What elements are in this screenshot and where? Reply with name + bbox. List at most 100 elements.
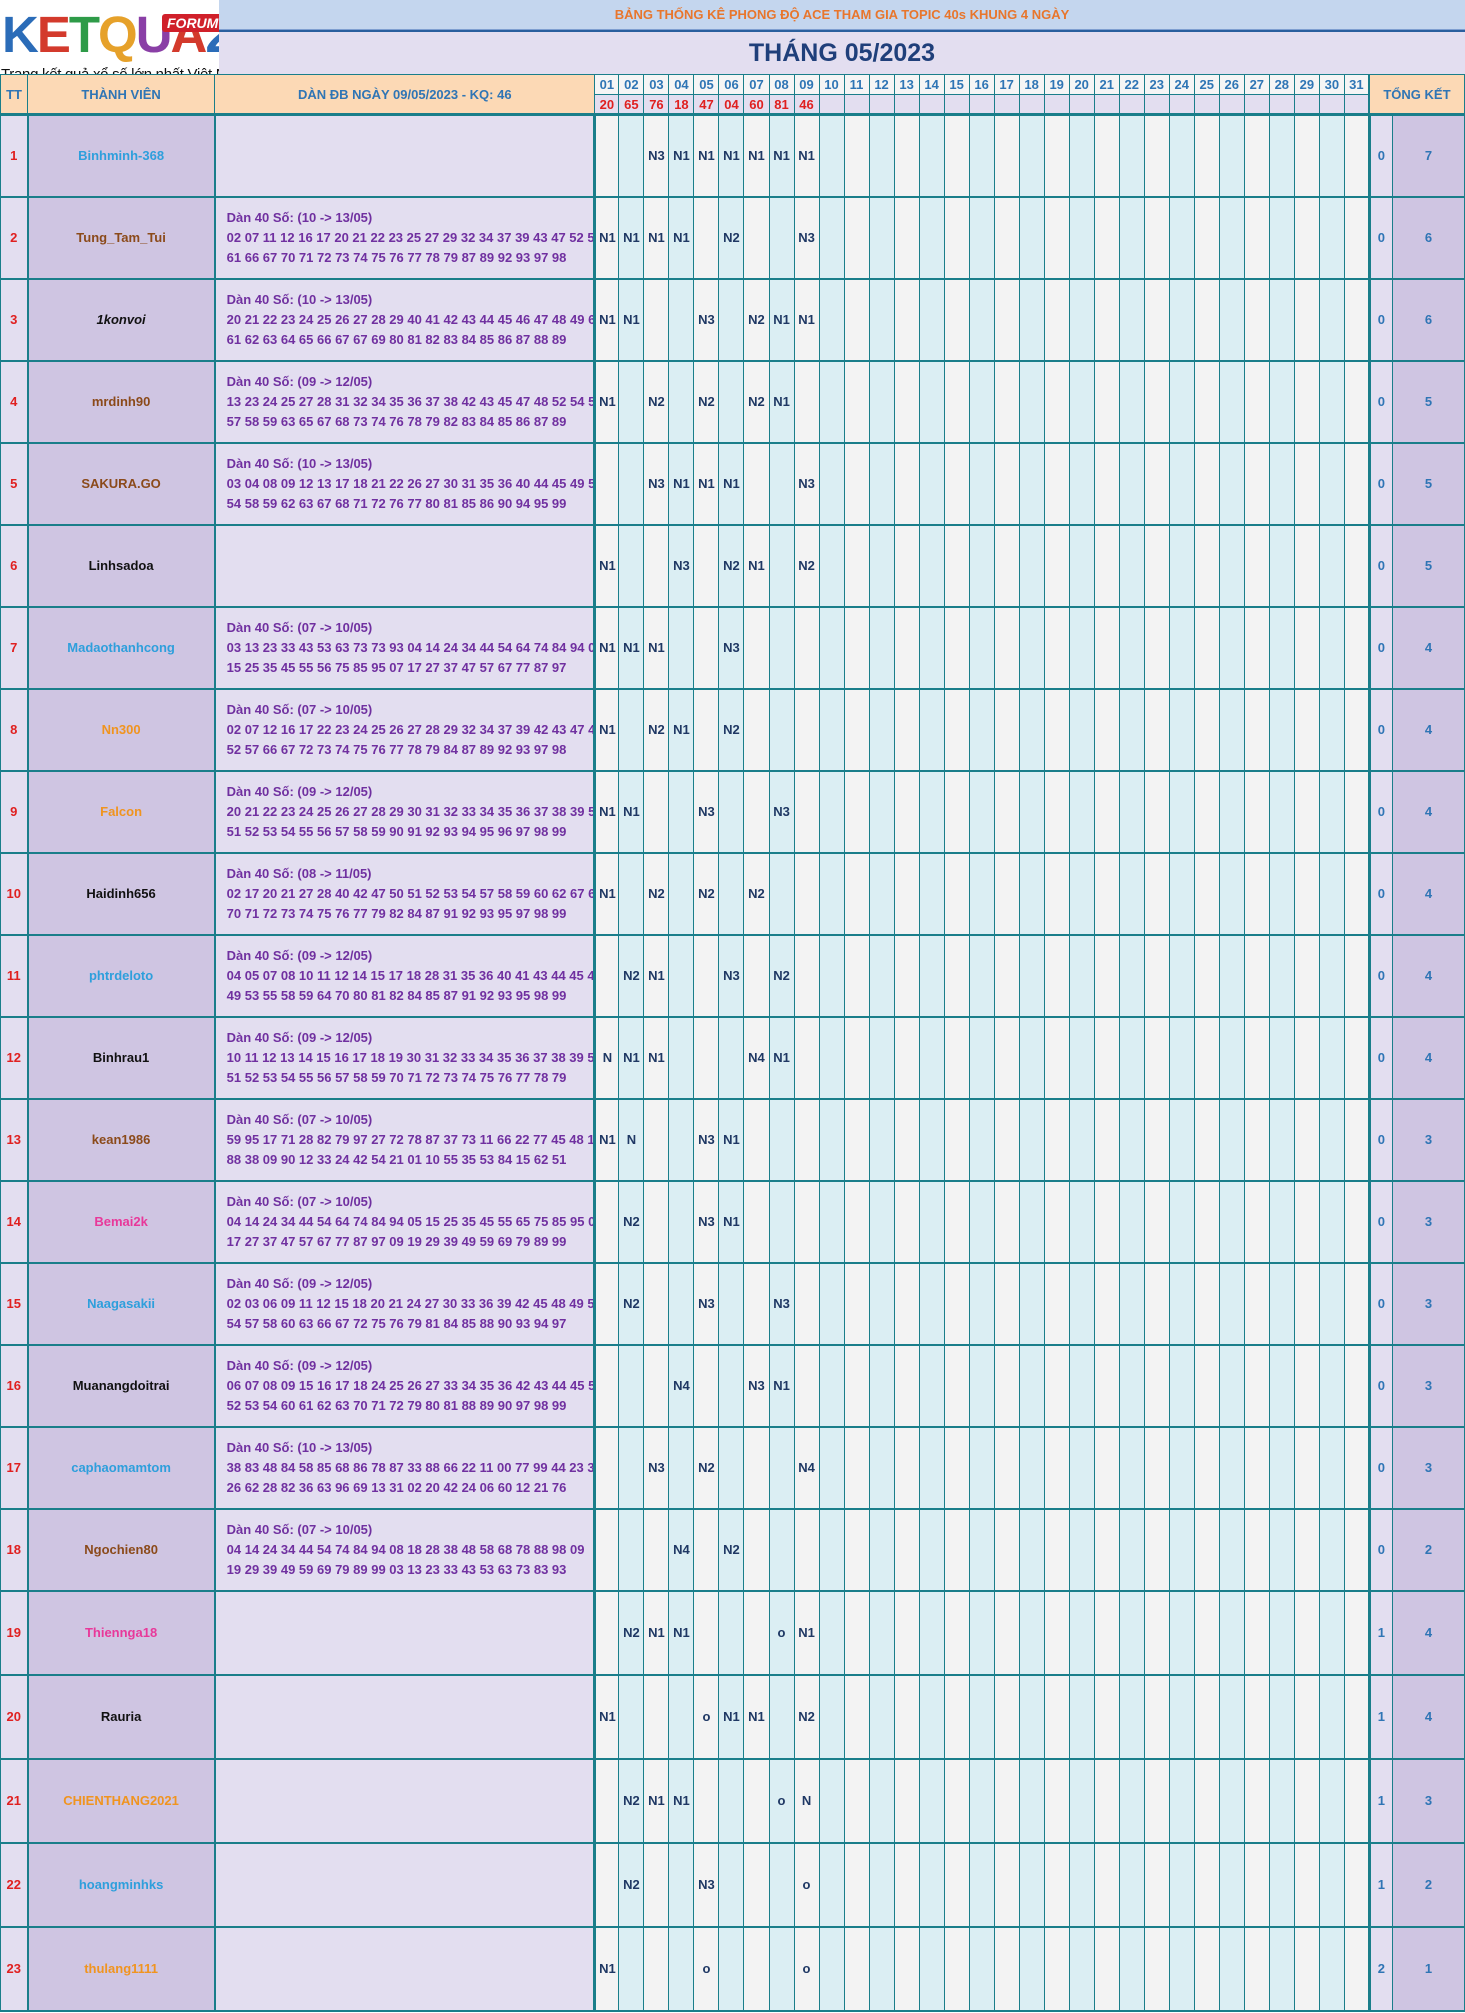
day-mark bbox=[1218, 1508, 1245, 1592]
logo-letter: T bbox=[68, 6, 100, 63]
header-day: 16 bbox=[968, 74, 995, 95]
header-result bbox=[893, 94, 920, 116]
day-mark: N2 bbox=[618, 934, 645, 1018]
day-mark bbox=[918, 1758, 945, 1844]
day-mark bbox=[968, 852, 995, 936]
day-mark bbox=[1118, 1016, 1145, 1100]
table-row: 2 Tung_Tam_Tui Dàn 40 Số: (10 -> 13/05) 02 … bbox=[0, 196, 1465, 280]
day-mark bbox=[1043, 1426, 1070, 1510]
day-mark bbox=[793, 852, 820, 936]
total-miss: 0 bbox=[1367, 524, 1393, 608]
day-mark bbox=[1018, 1426, 1045, 1510]
dan-line: 02 07 12 16 17 22 23 24 25 26 27 28 29 3… bbox=[226, 721, 595, 737]
day-mark bbox=[1018, 606, 1045, 690]
day-mark bbox=[743, 1758, 770, 1844]
member-name[interactable]: kean1986 bbox=[26, 1098, 216, 1182]
day-mark bbox=[868, 1926, 895, 2012]
day-mark bbox=[718, 852, 745, 936]
member-name[interactable]: Naagasakii bbox=[26, 1262, 216, 1346]
member-name[interactable]: SAKURA.GO bbox=[26, 442, 216, 526]
day-mark: N bbox=[594, 1016, 620, 1100]
day-mark: N1 bbox=[668, 442, 695, 526]
member-name[interactable]: caphaomamtom bbox=[26, 1426, 216, 1510]
day-mark bbox=[1193, 1344, 1220, 1428]
total-hit: 4 bbox=[1391, 770, 1465, 854]
member-name[interactable]: Tung_Tam_Tui bbox=[26, 196, 216, 280]
site-logo[interactable]: KETQUA2 FORUM Trang kết quả xổ số lớn nh… bbox=[0, 0, 247, 85]
table-row: 14 Bemai2k Dàn 40 Số: (07 -> 10/05) 04 14 2… bbox=[0, 1180, 1465, 1264]
day-mark bbox=[868, 606, 895, 690]
member-name[interactable]: Linhsadoa bbox=[26, 524, 216, 608]
day-mark bbox=[993, 278, 1020, 362]
day-mark bbox=[1118, 606, 1145, 690]
member-name[interactable]: 1konvoi bbox=[26, 278, 216, 362]
day-mark bbox=[1318, 114, 1345, 198]
day-mark bbox=[918, 1344, 945, 1428]
day-mark bbox=[1118, 1842, 1145, 1928]
stats-table-body: 1 Binhminh-368 N3 N1 N1 N1 N1 N1 N1 0 7 2 Tung_Tam_T… bbox=[0, 114, 1465, 2012]
dan-title: Dàn 40 Số: (10 -> 13/05) bbox=[226, 209, 373, 225]
day-mark bbox=[893, 934, 920, 1018]
day-mark bbox=[793, 1016, 820, 1100]
day-mark: N3 bbox=[693, 1262, 720, 1346]
day-mark bbox=[1118, 360, 1145, 444]
member-name[interactable]: Binhminh-368 bbox=[26, 114, 216, 198]
day-mark bbox=[1268, 524, 1295, 608]
day-mark bbox=[968, 278, 995, 362]
day-mark bbox=[1068, 1508, 1095, 1592]
member-name[interactable]: Falcon bbox=[26, 770, 216, 854]
member-name[interactable]: Madaothanhcong bbox=[26, 606, 216, 690]
member-name[interactable]: Binhrau1 bbox=[26, 1016, 216, 1100]
day-mark bbox=[968, 1016, 995, 1100]
member-name[interactable]: Rauria bbox=[26, 1674, 216, 1760]
day-mark bbox=[993, 1842, 1020, 1928]
member-name[interactable]: Nn300 bbox=[26, 688, 216, 772]
day-mark bbox=[1018, 1262, 1045, 1346]
day-mark bbox=[1318, 524, 1345, 608]
day-mark bbox=[793, 606, 820, 690]
day-mark: N1 bbox=[718, 114, 745, 198]
member-name[interactable]: thulang1111 bbox=[26, 1926, 216, 2012]
day-mark bbox=[818, 524, 845, 608]
member-name[interactable]: phtrdeloto bbox=[26, 934, 216, 1018]
member-name[interactable]: Bemai2k bbox=[26, 1180, 216, 1264]
header-result bbox=[1243, 94, 1270, 116]
day-mark: N2 bbox=[618, 1180, 645, 1264]
day-mark: N1 bbox=[793, 114, 820, 198]
member-name[interactable]: hoangminhks bbox=[26, 1842, 216, 1928]
row-number: 23 bbox=[0, 1926, 29, 2012]
day-mark bbox=[1168, 1508, 1195, 1592]
day-mark bbox=[1343, 606, 1369, 690]
day-mark bbox=[1243, 278, 1270, 362]
member-name[interactable]: CHIENTHANG2021 bbox=[26, 1758, 216, 1844]
header-result bbox=[1093, 94, 1120, 116]
total-miss: 0 bbox=[1367, 114, 1393, 198]
day-mark bbox=[1343, 688, 1369, 772]
total-hit: 6 bbox=[1391, 278, 1465, 362]
day-mark bbox=[768, 524, 795, 608]
day-mark bbox=[868, 1674, 895, 1760]
day-mark bbox=[768, 196, 795, 280]
member-name[interactable]: mrdinh90 bbox=[26, 360, 216, 444]
member-name[interactable]: Ngochien80 bbox=[26, 1508, 216, 1592]
day-mark bbox=[618, 442, 645, 526]
day-mark bbox=[1143, 934, 1170, 1018]
day-mark bbox=[1168, 688, 1195, 772]
member-name[interactable]: Muanangdoitrai bbox=[26, 1344, 216, 1428]
day-mark: N1 bbox=[718, 1098, 745, 1182]
day-mark bbox=[1018, 196, 1045, 280]
day-mark bbox=[1093, 1098, 1120, 1182]
day-mark bbox=[868, 442, 895, 526]
day-mark bbox=[1193, 360, 1220, 444]
day-mark bbox=[643, 1926, 670, 2012]
day-mark bbox=[1268, 1098, 1295, 1182]
day-mark bbox=[693, 688, 720, 772]
day-mark bbox=[643, 278, 670, 362]
day-mark bbox=[1343, 1098, 1369, 1182]
member-name[interactable]: Thiennga18 bbox=[26, 1590, 216, 1676]
total-miss: 0 bbox=[1367, 1016, 1393, 1100]
day-mark bbox=[643, 524, 670, 608]
day-mark bbox=[793, 770, 820, 854]
dan-line: 15 25 35 45 55 56 75 85 95 07 17 27 37 4… bbox=[226, 659, 567, 675]
member-name[interactable]: Haidinh656 bbox=[26, 852, 216, 936]
